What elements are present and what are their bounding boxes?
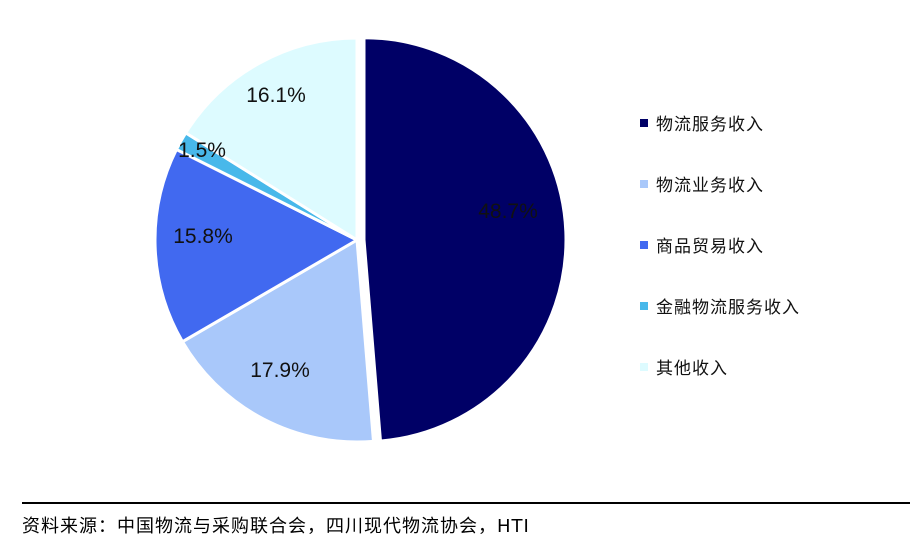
pie-slice bbox=[153, 147, 361, 344]
legend-swatch bbox=[640, 362, 648, 371]
legend-item: 物流服务收入 bbox=[640, 92, 800, 153]
legend-label: 物流业务收入 bbox=[656, 176, 764, 196]
source-divider bbox=[22, 502, 910, 504]
slice-value-label: 17.9% bbox=[250, 359, 310, 382]
pie-slice bbox=[362, 36, 568, 443]
legend-label: 金融物流服务收入 bbox=[656, 298, 800, 318]
slice-value-label: 16.1% bbox=[246, 84, 306, 107]
legend-item: 物流业务收入 bbox=[640, 153, 800, 214]
slice-value-label: 15.8% bbox=[173, 225, 233, 248]
legend-swatch bbox=[640, 118, 648, 127]
legend-item: 金融物流服务收入 bbox=[640, 275, 800, 336]
slice-value-label: 1.5% bbox=[178, 139, 226, 162]
legend-item: 其他收入 bbox=[640, 336, 800, 397]
legend-swatch bbox=[640, 240, 648, 249]
legend-swatch bbox=[640, 301, 648, 310]
source-note: 资料来源：中国物流与采购联合会，四川现代物流协会，HTI bbox=[22, 516, 530, 537]
legend-label: 物流服务收入 bbox=[656, 115, 764, 135]
pie-slice bbox=[183, 36, 359, 243]
legend-label: 其他收入 bbox=[656, 359, 728, 379]
pie-chart: 48.7% 17.9% 15.8% 1.5% 16.1% bbox=[153, 36, 568, 444]
legend-label: 商品贸易收入 bbox=[656, 237, 764, 257]
legend: 物流服务收入 物流业务收入 商品贸易收入金融物流服务收入 其他收入 bbox=[640, 92, 800, 397]
pie-slice bbox=[180, 237, 376, 444]
legend-item: 商品贸易收入 bbox=[640, 214, 800, 275]
legend-swatch bbox=[640, 179, 648, 188]
slice-value-label: 48.7% bbox=[478, 200, 538, 223]
